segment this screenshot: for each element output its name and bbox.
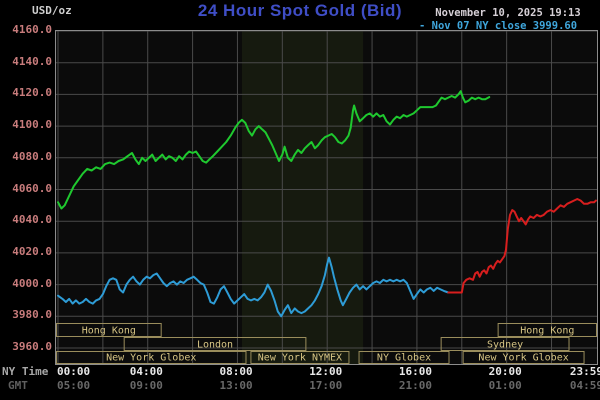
session-box — [497, 323, 598, 337]
session-box — [250, 351, 350, 364]
x-tick-ny: 04:00 — [129, 365, 163, 378]
legend-entry: - Nov 07 NY close 3999.60 — [419, 20, 578, 32]
y-tick-label: 4160.0 — [12, 23, 52, 36]
session-box — [56, 323, 162, 337]
y-tick-label: 4000.0 — [12, 276, 52, 290]
session-box — [56, 351, 247, 364]
session-box — [440, 337, 570, 351]
y-tick-label: 4140.0 — [12, 54, 52, 68]
plot-area: Hong Kong London New York Globex New York N… — [55, 30, 598, 365]
y-tick-label: 4080.0 — [12, 149, 52, 163]
session-label: New York Globex — [478, 353, 568, 364]
ny-time-caption: NY Time — [2, 365, 49, 378]
session-label: NY Globex — [377, 353, 431, 364]
y-tick-label: 3960.0 — [12, 340, 52, 353]
y-tick-label: 4040.0 — [12, 213, 52, 227]
price-line-nov10 — [57, 90, 491, 210]
session-box — [123, 337, 307, 351]
x-tick-gmt: 09:00 — [129, 379, 163, 392]
x-tick-ny: 12:00 — [309, 365, 343, 378]
x-tick-gmt: 21:00 — [398, 379, 433, 392]
page-title: 24 Hour Spot Gold (Bid) — [197, 1, 403, 20]
datetime-label: November 10, 2025 19:13 — [435, 7, 581, 19]
x-tick-ny: 16:00 — [398, 365, 433, 378]
session-label: Hong Kong — [82, 326, 136, 337]
x-tick-gmt: 04:59 — [569, 379, 600, 392]
x-tick-ny: 20:00 — [488, 365, 522, 378]
price-line-nov07 — [57, 256, 450, 318]
nymex-session-shading — [241, 31, 364, 364]
session-box — [358, 351, 450, 364]
session-box — [462, 351, 585, 364]
x-tick-gmt: 01:00 — [488, 379, 522, 392]
session-label: New York Globex — [106, 353, 196, 364]
x-tick-ny: 23:59 — [569, 365, 600, 378]
x-tick-gmt: 13:00 — [219, 379, 253, 392]
x-tick-ny: 08:00 — [219, 365, 253, 378]
session-label: Sydney — [487, 340, 523, 351]
unit-label: USD/oz — [32, 4, 72, 17]
x-tick-gmt: 17:00 — [309, 379, 343, 392]
y-tick-label: 4060.0 — [12, 181, 52, 195]
x-tick-gmt: 05:00 — [57, 379, 91, 392]
y-tick-label: 4100.0 — [12, 118, 52, 132]
price-line-nov09 — [447, 198, 597, 294]
y-tick-label: 4020.0 — [12, 244, 52, 258]
session-label: London — [197, 340, 233, 351]
x-tick-ny: 00:00 — [57, 365, 91, 378]
y-tick-label: 3980.0 — [12, 308, 52, 322]
session-label: Hong Kong — [520, 326, 574, 337]
gmt-caption: GMT — [8, 379, 28, 392]
session-label: New York NYMEX — [258, 353, 342, 364]
y-tick-label: 4120.0 — [12, 86, 52, 100]
